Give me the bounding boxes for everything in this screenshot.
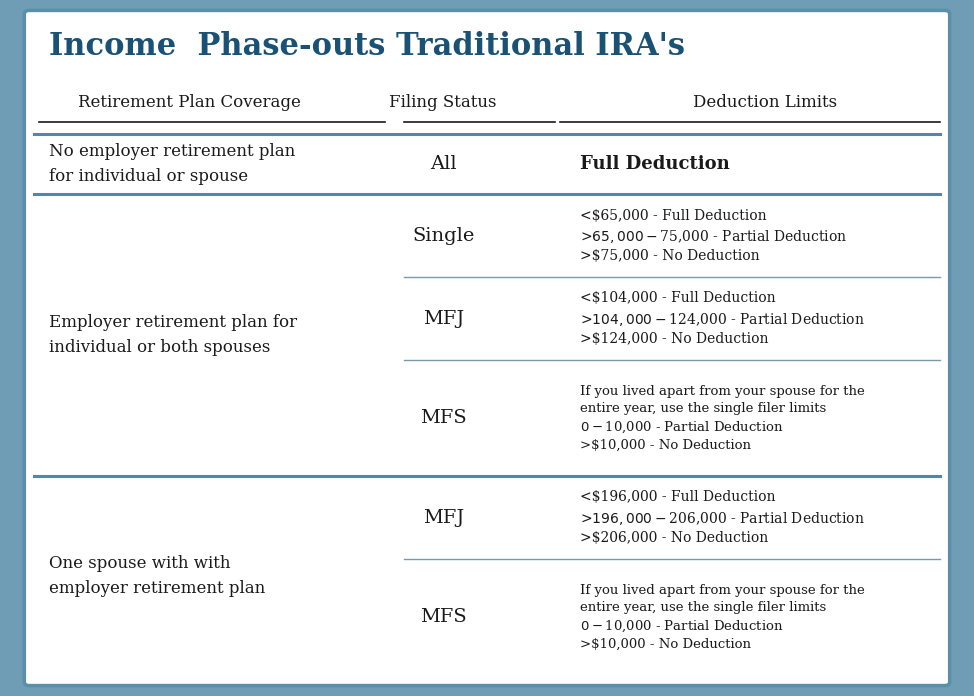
FancyBboxPatch shape (24, 10, 950, 686)
Text: <$65,000 - Full Deduction
>$65,000 - $75,000 - Partial Deduction
>$75,000 - No D: <$65,000 - Full Deduction >$65,000 - $75… (580, 209, 846, 263)
Text: If you lived apart from your spouse for the
entire year, use the single filer li: If you lived apart from your spouse for … (580, 584, 864, 651)
Text: Income  Phase-outs Traditional IRA's: Income Phase-outs Traditional IRA's (49, 31, 685, 63)
Text: Single: Single (412, 227, 474, 245)
Text: MFJ: MFJ (423, 509, 464, 527)
Text: Filing Status: Filing Status (390, 94, 497, 111)
Text: No employer retirement plan
for individual or spouse: No employer retirement plan for individu… (49, 143, 295, 185)
Text: All: All (430, 155, 457, 173)
Text: Retirement Plan Coverage: Retirement Plan Coverage (79, 94, 301, 111)
Text: Full Deduction: Full Deduction (580, 155, 730, 173)
Text: Deduction Limits: Deduction Limits (693, 94, 837, 111)
Text: <$196,000 - Full Deduction
>$196,000 - $206,000 - Partial Deduction
>$206,000 - : <$196,000 - Full Deduction >$196,000 - $… (580, 491, 865, 545)
Text: MFS: MFS (420, 409, 467, 427)
Text: MFJ: MFJ (423, 310, 464, 328)
Text: Employer retirement plan for
individual or both spouses: Employer retirement plan for individual … (49, 315, 297, 356)
Text: If you lived apart from your spouse for the
entire year, use the single filer li: If you lived apart from your spouse for … (580, 385, 864, 452)
Text: One spouse with with
employer retirement plan: One spouse with with employer retirement… (49, 555, 265, 596)
Text: <$104,000 - Full Deduction
>$104,000 - $124,000 - Partial Deduction
>$124,000 - : <$104,000 - Full Deduction >$104,000 - $… (580, 292, 865, 346)
Text: MFS: MFS (420, 608, 467, 626)
